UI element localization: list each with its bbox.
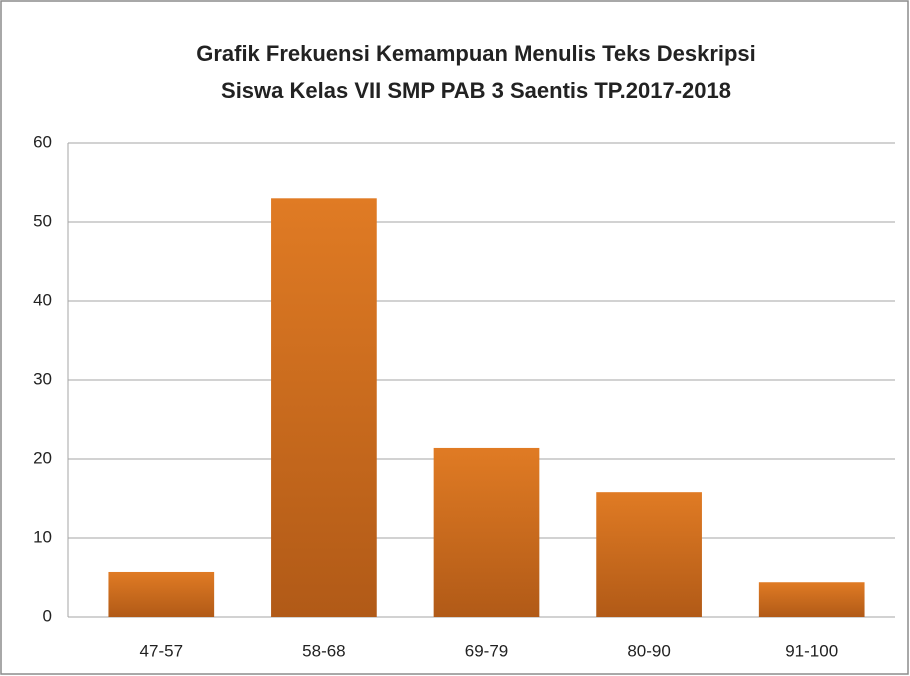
y-tick-label: 30 [33, 369, 52, 388]
x-tick-label: 47-57 [140, 641, 183, 660]
bar [596, 492, 702, 617]
bar [108, 571, 215, 617]
y-tick-label: 10 [33, 527, 52, 546]
chart-title: Grafik Frekuensi Kemampuan Menulis Teks … [196, 41, 756, 66]
bar [271, 198, 377, 618]
y-tick-label: 60 [33, 132, 52, 151]
x-tick-label: 69-79 [465, 641, 508, 660]
chart-title: Siswa Kelas VII SMP PAB 3 Saentis TP.201… [221, 78, 731, 103]
y-tick-label: 50 [33, 211, 52, 230]
bar [433, 447, 540, 617]
y-tick-label: 20 [33, 448, 52, 467]
x-tick-label: 58-68 [302, 641, 345, 660]
x-tick-label: 80-90 [627, 641, 670, 660]
x-tick-label: 91-100 [785, 641, 838, 660]
y-tick-label: 0 [43, 606, 52, 625]
y-tick-label: 40 [33, 290, 52, 309]
bar [758, 582, 865, 617]
